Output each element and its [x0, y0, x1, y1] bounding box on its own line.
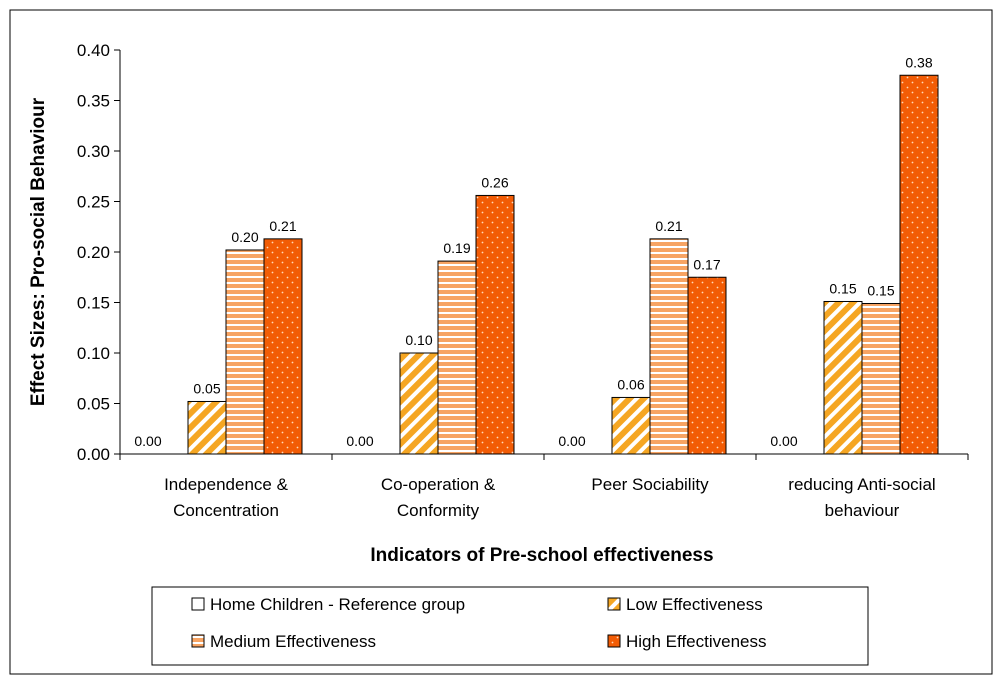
data-label: 0.21 [655, 218, 682, 234]
bar [823, 300, 863, 455]
legend-swatch [607, 634, 621, 648]
legend-swatch [607, 597, 621, 611]
data-label: 0.15 [829, 280, 856, 296]
category-label: behaviour [825, 501, 900, 520]
bar [187, 400, 227, 455]
data-label: 0.00 [770, 433, 797, 449]
y-tick-label: 0.05 [77, 395, 110, 414]
bar [611, 396, 651, 455]
data-label: 0.00 [558, 433, 585, 449]
legend-box [151, 586, 869, 666]
bar [687, 276, 727, 455]
category-label: Co-operation & [381, 475, 496, 494]
bar [437, 260, 477, 455]
category-label: Conformity [397, 501, 480, 520]
y-tick-label: 0.35 [77, 92, 110, 111]
legend-label: High Effectiveness [626, 632, 766, 651]
bar [263, 238, 303, 455]
data-label: 0.20 [231, 229, 258, 245]
data-label: 0.15 [867, 283, 894, 299]
y-tick-label: 0.25 [77, 193, 110, 212]
y-axis-title: Effect Sizes: Pro-social Behaviour [28, 97, 49, 406]
y-tick-label: 0.10 [77, 344, 110, 363]
category-label: Peer Sociability [591, 475, 709, 494]
y-tick-label: 0.20 [77, 243, 110, 262]
category-label: Concentration [173, 501, 279, 520]
legend-label: Home Children - Reference group [210, 595, 465, 614]
legend-swatch [191, 634, 205, 648]
data-label: 0.38 [905, 54, 932, 70]
data-label: 0.00 [346, 433, 373, 449]
bar [899, 74, 939, 455]
data-label: 0.10 [405, 332, 432, 348]
bar [475, 194, 515, 455]
bar [649, 238, 689, 455]
y-tick-label: 0.15 [77, 294, 110, 313]
bar [225, 249, 265, 455]
data-label: 0.05 [193, 380, 220, 396]
legend-swatch [191, 597, 205, 611]
y-tick-label: 0.40 [77, 41, 110, 60]
x-axis-title: Indicators of Pre-school effectiveness [370, 545, 713, 566]
category-label: Independence & [164, 475, 288, 494]
legend-label: Low Effectiveness [626, 595, 763, 614]
data-label: 0.21 [269, 218, 296, 234]
bar [861, 303, 901, 455]
category-label: reducing Anti-social [788, 475, 935, 494]
bar [399, 352, 439, 455]
y-tick-label: 0.30 [77, 142, 110, 161]
data-label: 0.06 [617, 376, 644, 392]
data-label: 0.26 [481, 174, 508, 190]
data-label: 0.17 [693, 256, 720, 272]
legend-label: Medium Effectiveness [210, 632, 376, 651]
y-tick-label: 0.00 [77, 445, 110, 464]
data-label: 0.00 [134, 433, 161, 449]
data-label: 0.19 [443, 240, 470, 256]
